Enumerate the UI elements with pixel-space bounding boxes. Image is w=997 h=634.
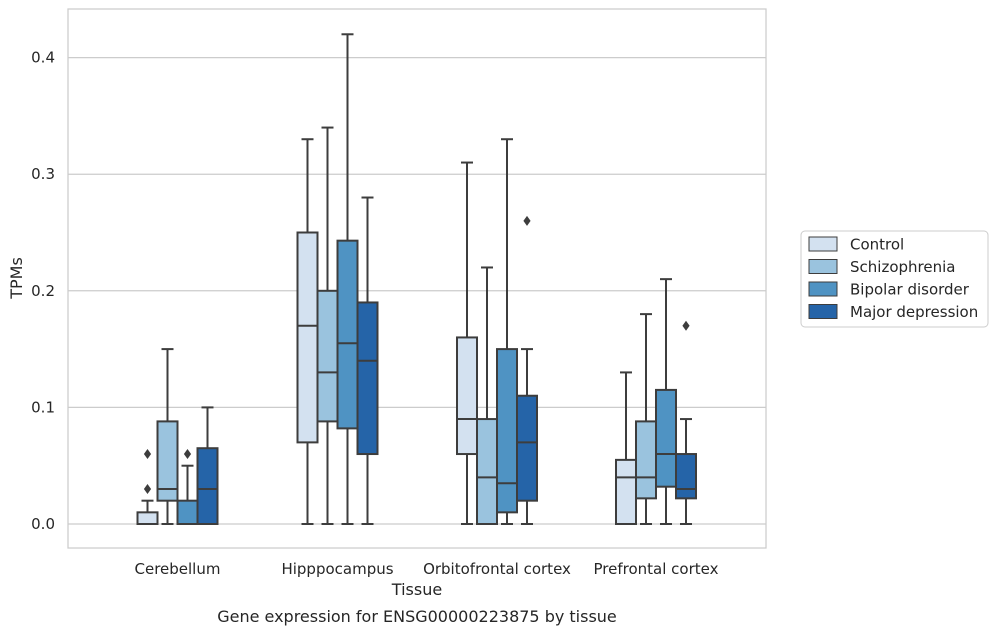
box-group — [176, 449, 199, 525]
legend-label: Control — [850, 236, 904, 254]
box-body — [516, 394, 538, 502]
box-body — [296, 231, 319, 444]
box-body — [655, 388, 677, 488]
box-body — [356, 301, 379, 456]
legend-label: Schizophrenia — [850, 258, 955, 276]
box-group — [516, 215, 538, 525]
box-group — [675, 320, 697, 525]
box-body — [196, 447, 219, 525]
box-group — [136, 449, 159, 526]
outlier-marker — [682, 320, 690, 331]
box-body — [156, 420, 179, 502]
box-body — [615, 458, 637, 525]
x-tick-label: Cerebellum — [135, 560, 221, 578]
box-group — [615, 371, 637, 525]
x-tick-label: Orbitofrontal cortex — [423, 560, 571, 578]
y-tick-label: 0.3 — [31, 165, 55, 183]
outlier-marker — [523, 215, 531, 226]
y-axis-title: TPMs — [7, 257, 26, 300]
box-body — [635, 420, 657, 500]
y-tick-label: 0.0 — [31, 515, 55, 533]
y-tick-labels: 0.0 0.1 0.2 0.3 0.4 — [31, 49, 55, 533]
chart-caption: Gene expression for ENSG00000223875 by t… — [217, 607, 617, 626]
box-group — [456, 161, 478, 525]
outlier-marker — [183, 449, 192, 460]
y-tick-label: 0.1 — [31, 398, 55, 416]
legend-swatch — [808, 236, 838, 252]
box-group — [496, 138, 518, 525]
y-tick-label: 0.2 — [31, 282, 55, 300]
box-body — [675, 453, 697, 500]
legend-label: Bipolar disorder — [850, 281, 970, 299]
legend-label: Major depression — [850, 303, 978, 321]
box-group — [356, 196, 379, 525]
box-group — [156, 348, 179, 525]
box-body — [176, 499, 199, 525]
box-group — [336, 33, 359, 525]
box-plots — [136, 33, 697, 526]
legend: Control Schizophrenia Bipolar disorder Majo… — [800, 230, 989, 328]
box-body — [496, 348, 518, 514]
outlier-marker — [143, 449, 152, 460]
y-tick-label: 0.4 — [31, 49, 55, 67]
legend-swatch — [808, 259, 838, 274]
legend-frame — [800, 230, 989, 328]
legend-swatch — [808, 281, 838, 297]
x-tick-labels: Cerebellum Hipppocampus Orbitofrontal cort… — [135, 560, 719, 578]
box-group — [196, 406, 219, 525]
box-group — [655, 278, 677, 525]
x-tick-label: Prefrontal cortex — [594, 560, 719, 578]
box-body — [316, 289, 339, 423]
box-body — [336, 239, 359, 430]
box-body — [476, 418, 498, 525]
box-body — [136, 511, 159, 526]
x-tick-label: Hipppocampus — [281, 560, 393, 578]
legend-swatch — [808, 304, 838, 319]
x-axis-title: Tissue — [391, 580, 442, 599]
outlier-marker — [143, 484, 152, 495]
box-body — [456, 336, 478, 456]
plot-frame — [67, 8, 767, 549]
